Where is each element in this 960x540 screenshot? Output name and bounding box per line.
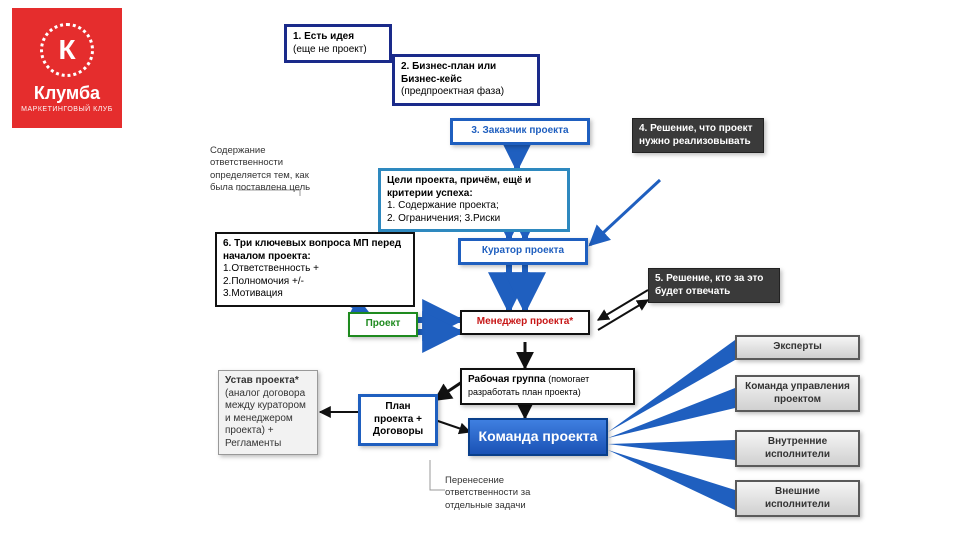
plan-label: План проекта + Договоры xyxy=(373,401,423,437)
node-curator: Куратор проекта xyxy=(458,238,588,265)
charter-body: (аналог договора между куратором и менед… xyxy=(225,388,306,449)
node-decision5: 5. Решение, кто за это будет отвечать xyxy=(648,268,780,303)
questions-title: 6. Три ключевых вопроса МП перед началом… xyxy=(223,238,401,262)
goals-l2: 2. Ограничения; 3.Риски xyxy=(387,213,500,224)
workgroup-title: Рабочая группа xyxy=(468,374,545,385)
project-label: Проект xyxy=(366,318,401,329)
node-team: Команда проекта xyxy=(468,418,608,456)
node-decision4: 4. Решение, что проект нужно реализовыва… xyxy=(632,118,764,153)
node-idea: 1. Есть идея (еще не проект) xyxy=(284,24,392,63)
questions-l3: 3.Мотивация xyxy=(223,288,283,299)
node-external: Внешние исполнители xyxy=(735,480,860,517)
node-workgroup: Рабочая группа (помогает разработать пла… xyxy=(460,368,635,405)
external-label: Внешние исполнители xyxy=(765,486,830,510)
node-mgmtteam: Команда управления проектом xyxy=(735,375,860,412)
decision5-label: 5. Решение, кто за это будет отвечать xyxy=(655,273,763,297)
curator-label: Куратор проекта xyxy=(482,245,564,256)
charter-title: Устав проекта* xyxy=(225,375,299,386)
node-charter: Устав проекта* (аналог договора между ку… xyxy=(218,370,318,455)
node-customer: 3. Заказчик проекта xyxy=(450,118,590,145)
idea-sub: (еще не проект) xyxy=(293,44,367,55)
note-bottom: Перенесение ответственности за отдельные… xyxy=(445,475,565,512)
questions-l1: 1.Ответственность + xyxy=(223,263,319,274)
questions-l2: 2.Полномочия +/- xyxy=(223,276,304,287)
manager-label: Менеджер проекта* xyxy=(477,316,573,327)
internal-label: Внутренние исполнители xyxy=(765,436,830,460)
node-goals: Цели проекта, причём, ещё и критерии усп… xyxy=(378,168,570,232)
node-project: Проект xyxy=(348,312,418,337)
experts-label: Эксперты xyxy=(773,341,822,352)
bizplan-title: 2. Бизнес-план или Бизнес-кейс xyxy=(401,61,496,85)
brand-initial: К xyxy=(40,23,94,77)
node-questions: 6. Три ключевых вопроса МП перед началом… xyxy=(215,232,415,307)
brand-name: Клумба xyxy=(34,83,100,104)
customer-label: 3. Заказчик проекта xyxy=(471,125,568,136)
brand-logo: К Клумба МАРКЕТИНГОВЫЙ КЛУБ xyxy=(12,8,122,128)
mgmtteam-label: Команда управления проектом xyxy=(745,381,850,405)
brand-subline: МАРКЕТИНГОВЫЙ КЛУБ xyxy=(21,106,113,113)
idea-title: 1. Есть идея xyxy=(293,31,354,42)
node-internal: Внутренние исполнители xyxy=(735,430,860,467)
goals-l1: 1. Содержание проекта; xyxy=(387,200,499,211)
node-experts: Эксперты xyxy=(735,335,860,360)
goals-title: Цели проекта, причём, ещё и критерии усп… xyxy=(387,175,531,199)
bizplan-sub: (предпроектная фаза) xyxy=(401,86,504,97)
decision4-label: 4. Решение, что проект нужно реализовыва… xyxy=(639,123,752,147)
node-manager: Менеджер проекта* xyxy=(460,310,590,335)
node-plan: План проекта + Договоры xyxy=(358,394,438,446)
note-left: Содержание ответственности определяется … xyxy=(210,145,320,194)
node-bizplan: 2. Бизнес-план или Бизнес-кейс (предпрое… xyxy=(392,54,540,106)
team-label: Команда проекта xyxy=(479,428,598,444)
